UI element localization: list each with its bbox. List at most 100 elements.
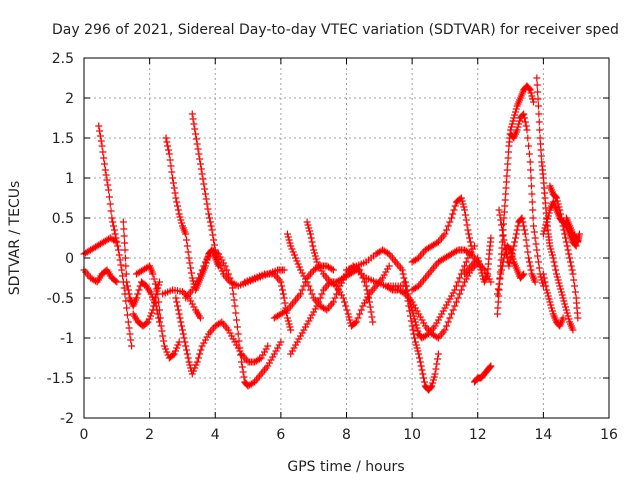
data-point <box>198 266 206 274</box>
data-point <box>155 298 163 306</box>
data-point <box>527 166 535 174</box>
data-point <box>331 281 339 289</box>
data-point <box>510 114 518 122</box>
x-axis-label: GPS time / hours <box>287 459 404 475</box>
data-point <box>182 230 190 238</box>
data-point <box>310 246 318 254</box>
data-point <box>506 259 514 267</box>
data-point <box>293 257 301 265</box>
data-point <box>405 294 413 302</box>
data-point <box>311 252 319 260</box>
data-point <box>186 361 194 369</box>
data-point <box>443 322 451 330</box>
data-point <box>201 190 209 198</box>
data-point <box>297 332 305 340</box>
data-point <box>308 290 316 298</box>
data-point <box>466 238 474 246</box>
data-point <box>540 227 548 235</box>
data-point <box>346 316 354 324</box>
data-point <box>301 275 309 283</box>
data-point <box>200 339 208 347</box>
data-point <box>174 302 182 310</box>
data-point <box>155 278 163 286</box>
data-point <box>184 354 192 362</box>
data-point <box>187 269 195 277</box>
data-point <box>470 242 478 250</box>
data-point <box>150 275 158 283</box>
x-tick-label: 12 <box>469 427 487 443</box>
data-point <box>511 234 519 242</box>
data-point <box>428 382 436 390</box>
data-point <box>354 314 362 322</box>
data-point <box>456 274 464 282</box>
data-point <box>149 270 157 278</box>
data-point <box>215 250 223 258</box>
data-point <box>240 373 248 381</box>
data-point <box>284 317 292 325</box>
data-point <box>115 251 123 259</box>
data-point <box>112 277 120 285</box>
data-point <box>169 179 177 187</box>
data-point <box>543 286 551 294</box>
data-point <box>203 333 211 341</box>
data-point <box>478 269 486 277</box>
data-point <box>331 294 339 302</box>
data-point <box>529 206 537 214</box>
data-point <box>178 219 186 227</box>
data-point <box>175 210 183 218</box>
data-point <box>237 351 245 359</box>
y-tick-label: 0 <box>65 251 74 267</box>
data-point <box>300 272 308 280</box>
data-point <box>185 358 193 366</box>
data-point <box>436 313 444 321</box>
data-point <box>167 162 175 170</box>
data-point <box>458 197 466 205</box>
data-point <box>498 266 506 274</box>
data-point <box>111 230 119 238</box>
data-point <box>153 285 161 293</box>
x-tick-label: 14 <box>534 427 552 443</box>
data-point <box>553 270 560 278</box>
y-tick-label: -1 <box>60 331 74 347</box>
data-point <box>174 202 182 210</box>
data-point <box>527 89 535 97</box>
data-point <box>462 258 470 266</box>
data-point <box>184 248 192 256</box>
data-point <box>158 327 166 335</box>
data-point <box>287 242 295 250</box>
data-point <box>456 290 464 298</box>
data-point <box>123 282 131 290</box>
data-point <box>119 272 127 280</box>
data-point <box>218 256 226 264</box>
data-point <box>123 311 131 319</box>
data-point <box>193 277 201 285</box>
data-point <box>557 285 565 293</box>
data-point <box>188 110 196 118</box>
series-arc-32 <box>562 214 583 246</box>
data-point <box>113 238 121 246</box>
data-point <box>200 180 208 188</box>
data-point <box>340 298 348 306</box>
data-point <box>524 134 532 142</box>
data-point <box>303 320 311 328</box>
data-point <box>558 291 566 299</box>
y-tick-label: 1 <box>65 171 74 187</box>
data-point <box>154 310 162 318</box>
data-point <box>413 307 421 315</box>
data-point <box>162 134 170 142</box>
data-point <box>461 211 469 219</box>
data-point <box>168 168 176 176</box>
data-point <box>275 341 283 349</box>
data-point <box>216 253 224 261</box>
data-point <box>555 279 563 287</box>
data-point <box>497 270 505 278</box>
data-point <box>123 278 131 286</box>
data-point <box>197 346 205 354</box>
data-point <box>111 237 119 245</box>
data-point <box>329 298 337 306</box>
data-point <box>466 251 474 259</box>
data-point <box>229 290 237 298</box>
data-point <box>362 282 370 290</box>
data-point <box>290 251 298 259</box>
